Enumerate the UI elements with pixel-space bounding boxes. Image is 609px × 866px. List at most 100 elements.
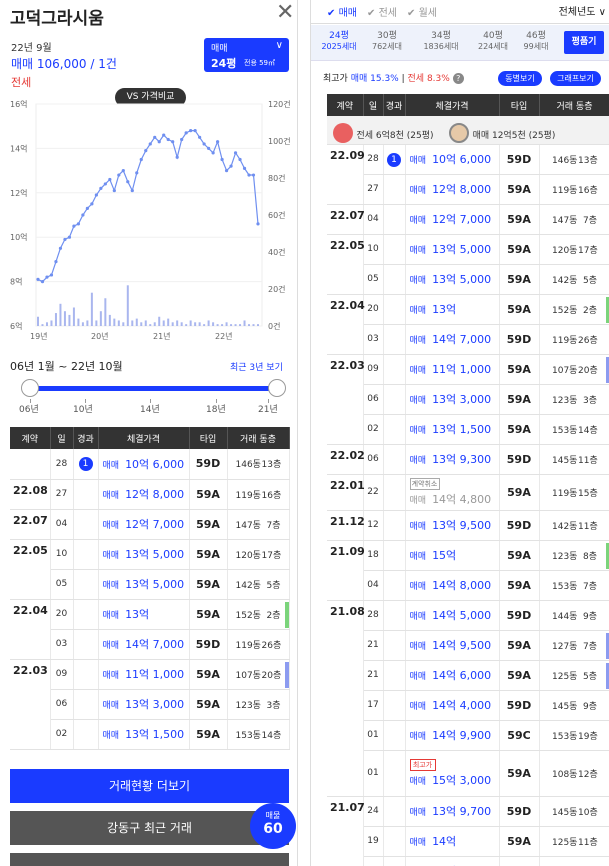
type-area-selector[interactable]: 매매 ∨ 24평 전용 59㎡ (204, 38, 289, 72)
table-row[interactable]: 22.07 04 매매 12억 7,000 59A 147동 7층 (10, 509, 290, 540)
day-cell: 05 (363, 264, 384, 295)
table-row[interactable]: 21.08 28 매매 14억 5,000 59D 144동 9층 (327, 600, 609, 631)
y-right-tick: 100건 (268, 136, 291, 146)
table-row[interactable]: 22.05 10 매매 13억 5,000 59A 120동17층 (10, 539, 290, 570)
size-tab-34[interactable]: 34평 1836세대 (417, 28, 465, 52)
volume-bar (212, 322, 215, 326)
elapsed-cell: 1 (383, 144, 406, 175)
table-row[interactable]: 22.07 04 매매 12억 7,000 59A 147동 7층 (327, 204, 609, 235)
deal-price: 14억 5,000 (432, 609, 492, 622)
table-row[interactable]: 22.08 27 매매 12억 8,000 59A 119동16층 (10, 479, 290, 510)
price-point (117, 173, 121, 177)
floor: 5층 (266, 580, 281, 591)
recent-3y-link[interactable]: 최근 3년 보기 (230, 363, 283, 373)
volume-bar (54, 313, 57, 326)
filter-monthly[interactable]: ✔ 월세 (407, 4, 437, 19)
size-tab-46[interactable]: 46평 99세대 (512, 28, 560, 52)
deal-price: 14억 9,500 (432, 639, 492, 652)
table-row[interactable]: 22.04 20 매매 13억 59A 152동 2층 (10, 599, 290, 630)
y-right-tick: 120건 (268, 99, 291, 109)
slider-tick (150, 399, 151, 403)
table-row[interactable]: 02 매매 13억 1,500 59A 153동14층 (327, 414, 609, 445)
col-header: 계약 (10, 427, 51, 449)
size-tab-30[interactable]: 30평 762세대 (363, 28, 411, 52)
type-cell: 59A (499, 174, 540, 205)
vs-compare-button[interactable]: VS 가격비교 (115, 88, 186, 107)
table-row[interactable]: 05 매매 13억 5,000 59A 142동 5층 (10, 569, 290, 600)
table-row[interactable]: 22.01 22 계약취소 매매 14억 4,800 59A 119동15층 (327, 474, 609, 511)
dong: 120동 (235, 550, 261, 561)
dong-floor-cell: 147동 7층 (539, 204, 609, 235)
price-point (198, 135, 202, 139)
range-slider-track[interactable] (30, 386, 277, 391)
table-row[interactable]: 17 매매 14억 4,000 59D 145동 9층 (327, 690, 609, 721)
deal-kind: 매매 (409, 732, 427, 742)
price-cell: 매매 12억 7,000 (405, 204, 500, 235)
table-row[interactable]: 21 매매 14억 6,000 59A 125동 5층 (327, 660, 609, 691)
dong-floor-cell: 146동13층 (227, 449, 290, 480)
y-left-tick: 14억 (10, 143, 28, 153)
contract-month (10, 449, 51, 480)
gu-recent-trades-button[interactable]: 강동구 최근 거래 (10, 811, 289, 845)
deal-price: 11억 1,000 (125, 668, 185, 681)
table-row[interactable]: 03 매매 14억 7,000 59D 119동26층 (10, 629, 290, 660)
table-row[interactable]: 21.09 18 매매 15억 59A 123동 8층 (327, 540, 609, 571)
next-button-partial[interactable] (10, 853, 289, 866)
type-cell: 59A (499, 234, 540, 265)
price-cell: 매매 14억 6,000 (405, 660, 500, 691)
table-row[interactable]: 28 1 매매 10억 6,000 59D 146동13층 (10, 449, 290, 480)
table-row[interactable]: 19 매매 14억 59A 125동11층 (327, 826, 609, 857)
help-icon[interactable]: ? (452, 73, 464, 84)
price-point (171, 140, 175, 144)
table-row[interactable]: 22.05 10 매매 13억 5,000 59A 120동17층 (327, 234, 609, 265)
dong-floor-cell: 144동 9층 (539, 600, 609, 631)
table-row[interactable]: 06 매매 13억 3,000 59A 123동 3층 (327, 384, 609, 415)
left-trade-table: 계약 일 경과 체결가격 타입 거래 동층 28 1 매매 10억 6,000 59D 1… (10, 427, 290, 750)
range-slider-end-handle[interactable] (268, 379, 286, 397)
size-tab-24[interactable]: 24평 2025세대 (315, 28, 363, 52)
table-row[interactable]: 03 매매 14억 7,000 59D 119동26층 (327, 324, 609, 355)
deal-kind: 매매 (102, 521, 120, 531)
table-row[interactable]: 21 매매 14억 9,500 59A 127동 7층 (327, 630, 609, 661)
table-row[interactable]: 27 매매 12억 8,000 59A 119동16층 (327, 174, 609, 205)
dong-view-button[interactable]: 동별보기 (498, 71, 542, 86)
slider-tick (85, 399, 86, 403)
slider-label: 14년 (140, 405, 160, 415)
table-row[interactable]: 21.12 12 매매 13억 9,500 59D 142동11층 (327, 510, 609, 541)
table-row[interactable]: 22.03 09 매매 11억 1,000 59A 107동20층 (327, 354, 609, 385)
table-row[interactable]: 06 매매 13억 3,000 59A 123동 3층 (10, 689, 290, 720)
floor-marker (605, 296, 609, 323)
table-row[interactable]: 22.04 20 매매 13억 59A 152동 2층 (327, 294, 609, 325)
dong-floor-cell: 120동17층 (539, 234, 609, 265)
floor: 9층 (582, 701, 597, 712)
more-trades-button[interactable]: 거래현황 더보기 (10, 769, 289, 803)
graph-view-button[interactable]: 그래프보기 (550, 71, 601, 86)
table-row[interactable]: 02 매매 13억 1,500 59A 153동14층 (10, 719, 290, 750)
pyeong-toggle-button[interactable]: 평품기 (564, 31, 604, 54)
day-cell: 06 (363, 384, 384, 415)
table-row[interactable]: 21.07 24 매매 13억 9,700 59D 145동10층 (327, 796, 609, 827)
table-row[interactable]: 22.02 06 매매 13억 9,300 59D 145동11층 (327, 444, 609, 475)
type-cell: 59A (189, 599, 228, 630)
size-tab-40[interactable]: 40평 224세대 (469, 28, 517, 52)
range-slider-start-handle[interactable] (21, 379, 39, 397)
price-cell: 매매 12억 8,000 (405, 174, 500, 205)
table-row[interactable]: 22.09 28 1 매매 10억 6,000 59D 146동13층 (327, 144, 609, 175)
price-chart[interactable]: 16억 14억 12억 10억 8억 6억 120건 100건 80건 60건 40건 20건 0건 19… (0, 96, 298, 348)
floor: 20층 (261, 670, 282, 681)
year-select[interactable]: 전체년도 ∨ (559, 3, 606, 18)
price-cell: 매매 13억 (98, 599, 190, 630)
table-row[interactable]: 01 매매 14억 9,900 59C 153동19층 (327, 720, 609, 751)
table-row[interactable]: 05 매매 13억 5,000 59A 142동 5층 (327, 264, 609, 295)
floor: 3층 (266, 700, 281, 711)
table-row[interactable]: 01 최고가 매매 15억 3,000 59A 108동12층 (327, 750, 609, 797)
size-households: 99세대 (523, 42, 549, 51)
listing-count-badge[interactable]: 매물 60 (250, 803, 296, 849)
filter-sale[interactable]: ✔ 매매 (327, 4, 357, 19)
close-icon[interactable]: ✕ (276, 0, 295, 25)
table-row[interactable]: 04 매매 14억 8,000 59A 153동 7층 (327, 570, 609, 601)
selector-exclusive: 전용 59㎡ (244, 59, 276, 67)
filter-jeonse[interactable]: ✔ 전세 (367, 4, 397, 19)
table-row[interactable]: 22.03 09 매매 11억 1,000 59A 107동20층 (10, 659, 290, 690)
